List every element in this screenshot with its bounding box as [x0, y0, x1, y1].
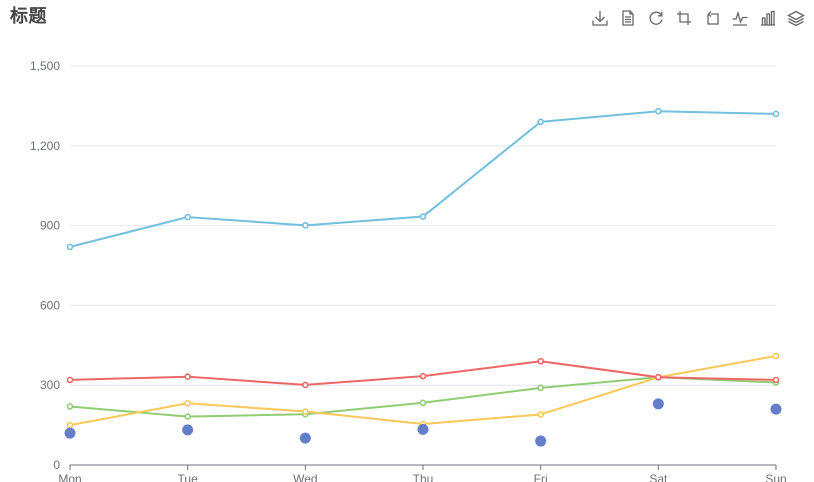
- zoom-back-icon[interactable]: [702, 8, 722, 28]
- bar-chart-icon[interactable]: [758, 8, 778, 28]
- refresh-icon[interactable]: [646, 8, 666, 28]
- x-tick-label: Tue: [178, 472, 199, 482]
- scatter-point: [299, 432, 311, 444]
- x-tick-label: Sat: [649, 472, 668, 482]
- y-tick-label: 600: [40, 298, 60, 312]
- y-tick-label: 0: [53, 458, 60, 472]
- y-tick-label: 1,500: [30, 59, 60, 73]
- data-point: [537, 384, 544, 392]
- zoom-select-icon[interactable]: [674, 8, 694, 28]
- scatter-point: [64, 427, 76, 439]
- scatter-point: [182, 424, 194, 436]
- data-point: [184, 413, 191, 420]
- x-tick-label: Thu: [413, 472, 434, 482]
- chart-title: 标题: [10, 6, 47, 26]
- scatter-point: [770, 403, 782, 415]
- download-icon[interactable]: [590, 8, 610, 28]
- data-point: [537, 411, 544, 418]
- series-line-0: [69, 376, 777, 418]
- x-tick-label: Sun: [765, 472, 786, 482]
- toolbox: [590, 8, 806, 28]
- data-point: [772, 376, 780, 384]
- data-point: [537, 118, 544, 126]
- layers-icon[interactable]: [786, 8, 806, 28]
- data-point: [66, 421, 74, 429]
- y-tick-label: 900: [40, 219, 60, 233]
- series-line-3: [69, 110, 777, 248]
- x-tick-label: Mon: [58, 472, 81, 482]
- data-point: [655, 373, 662, 381]
- data-point: [302, 408, 309, 415]
- document-icon[interactable]: [618, 8, 638, 28]
- data-point: [302, 222, 309, 229]
- line-chart-icon[interactable]: [730, 8, 750, 28]
- x-tick-label: Fri: [534, 472, 548, 482]
- data-point: [302, 381, 309, 389]
- data-point: [537, 357, 544, 365]
- data-point: [655, 107, 662, 115]
- scatter-point: [417, 423, 429, 435]
- scatter-point: [652, 398, 664, 410]
- data-point: [184, 373, 191, 380]
- data-point: [772, 110, 780, 118]
- data-point: [419, 213, 427, 220]
- data-point: [66, 403, 74, 410]
- y-tick-label: 300: [40, 378, 60, 392]
- data-point: [184, 399, 191, 407]
- scatter-point: [535, 435, 547, 447]
- x-tick-label: Wed: [293, 472, 317, 482]
- y-tick-label: 1,200: [30, 139, 60, 153]
- data-point: [419, 372, 427, 380]
- data-point: [772, 352, 780, 360]
- data-point: [184, 213, 191, 221]
- data-point: [66, 243, 74, 251]
- data-point: [419, 399, 427, 407]
- data-point: [66, 376, 74, 384]
